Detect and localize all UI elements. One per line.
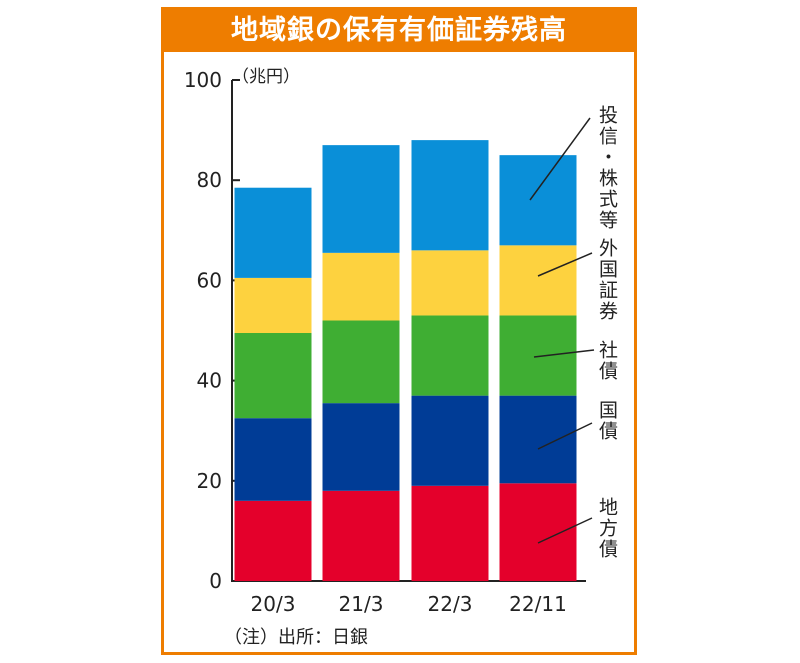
legend-leader-line: [537, 252, 593, 277]
bar-segment-2-2: [411, 315, 489, 396]
bar-segment-3-1: [499, 395, 577, 484]
legend-leader-line: [533, 349, 595, 358]
legend-label: 社債: [596, 340, 618, 382]
legend-label: 地方債: [596, 497, 618, 560]
bar-segment-0-0: [234, 500, 312, 581]
legend-label: 国債: [596, 400, 618, 442]
x-tick-label: 22/3: [428, 592, 473, 616]
bar-segment-0-4: [234, 187, 312, 278]
bar-segment-1-2: [322, 320, 400, 404]
bar-segment-2-4: [411, 140, 489, 251]
y-tick-label: 100: [184, 68, 222, 92]
y-tick-label: 0: [209, 569, 222, 593]
bar-segment-1-3: [322, 252, 400, 321]
y-tick-label: 60: [197, 268, 222, 292]
y-tick-label: 20: [197, 469, 222, 493]
y-tick-label: 40: [197, 369, 222, 393]
y-tick-label: 80: [197, 168, 222, 192]
y-axis-label: （兆円）: [232, 67, 300, 87]
bar-segment-1-0: [322, 490, 400, 581]
bar-segment-0-3: [234, 277, 312, 334]
x-tick-label: 21/3: [339, 592, 384, 616]
bar-segment-3-4: [499, 155, 577, 246]
bar-segment-1-1: [322, 403, 400, 491]
bar-segment-2-0: [411, 485, 489, 581]
legend-label: 外国証券: [596, 238, 618, 322]
legend-leader-line: [537, 422, 593, 450]
bar-segment-0-2: [234, 333, 312, 419]
x-tick-label: 22/11: [509, 592, 567, 616]
source-note: （注）出所：日銀: [224, 627, 368, 648]
legend-leader-line: [529, 117, 591, 201]
bar-segment-3-2: [499, 315, 577, 396]
legend-label: 投信・株式等: [596, 105, 618, 231]
bar-segment-0-1: [234, 418, 312, 501]
bar-segment-2-1: [411, 395, 489, 486]
chart-title: 地域銀の保有有価証券残高: [164, 10, 634, 52]
legend-leader-line: [537, 517, 593, 544]
x-tick-label: 20/3: [251, 592, 296, 616]
bar-segment-1-4: [322, 145, 400, 253]
bar-segment-3-3: [499, 245, 577, 316]
bar-segment-2-3: [411, 250, 489, 316]
bar-segment-3-0: [499, 483, 577, 581]
